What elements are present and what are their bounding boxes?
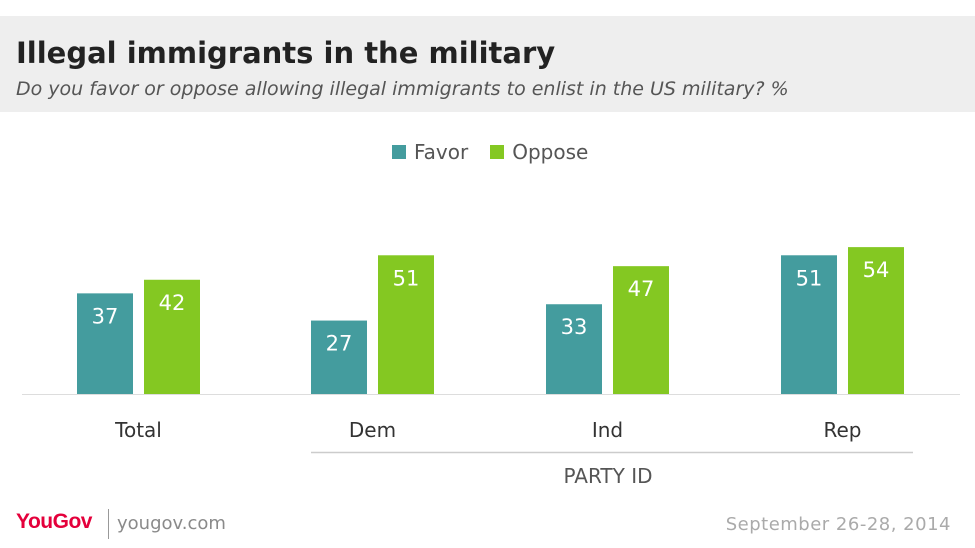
legend-item-oppose: Oppose — [490, 140, 588, 164]
bar-favor-dem — [311, 320, 367, 394]
footer-url: yougov.com — [117, 513, 226, 534]
data-label-oppose-dem: 51 — [393, 266, 420, 290]
bar-favor-rep — [781, 255, 837, 394]
party-id-group-label: PARTY ID — [564, 464, 653, 488]
data-label-favor-rep: 51 — [796, 266, 823, 290]
data-label-oppose-rep: 54 — [863, 258, 890, 282]
chart-header: Illegal immigrants in the military Do yo… — [0, 16, 975, 112]
chart-legend: Favor Oppose — [392, 138, 588, 166]
category-label-dem: Dem — [349, 418, 396, 442]
chart-subtitle: Do you favor or oppose allowing illegal … — [16, 78, 789, 100]
data-label-favor-ind: 33 — [561, 315, 588, 339]
category-label-total: Total — [114, 418, 162, 442]
legend-swatch-favor — [392, 145, 406, 159]
bar-favor-ind — [546, 304, 602, 394]
legend-label-oppose: Oppose — [512, 140, 589, 164]
footer-divider — [108, 509, 109, 539]
bar-favor-total — [77, 293, 133, 394]
bar-oppose-ind — [613, 266, 669, 394]
bar-oppose-total — [144, 279, 200, 394]
chart-title: Illegal immigrants in the military — [16, 36, 556, 70]
data-label-favor-dem: 27 — [326, 332, 353, 356]
survey-date: September 26-28, 2014 — [725, 514, 951, 535]
data-label-favor-total: 37 — [92, 304, 119, 328]
data-label-oppose-ind: 47 — [628, 277, 655, 301]
legend-item-favor: Favor — [392, 140, 468, 164]
category-label-ind: Ind — [592, 418, 623, 442]
legend-swatch-oppose — [490, 145, 505, 159]
data-label-oppose-total: 42 — [159, 291, 186, 315]
category-label-rep: Rep — [824, 418, 862, 442]
bar-oppose-rep — [848, 247, 904, 394]
bar-oppose-dem — [378, 255, 434, 394]
legend-label-favor: Favor — [414, 140, 469, 164]
yougov-logo: YouGov — [16, 510, 92, 533]
